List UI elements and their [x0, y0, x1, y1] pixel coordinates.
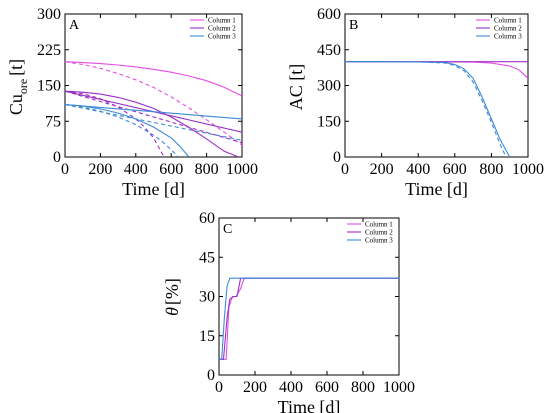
x-tick-label: 200: [370, 161, 394, 178]
series-line-column-2: [219, 277, 399, 360]
y-tick-label: 60: [199, 210, 215, 227]
x-tick-label: 600: [159, 161, 183, 178]
x-axis-title: Time [d]: [278, 397, 341, 413]
legend-label: Column 2: [208, 25, 236, 33]
x-tick-label: 400: [124, 161, 148, 178]
x-tick-label: 600: [315, 379, 339, 396]
y-axis-title: AC [t]: [286, 64, 306, 111]
x-tick-label: 600: [443, 161, 467, 178]
y-tick-label: 75: [45, 113, 61, 130]
panel-c: 0 200 400 600 800 1000 0 15 30 45 60 Time [d] θ[%] C C…: [162, 210, 415, 413]
x-tick-label: 200: [88, 161, 112, 178]
series-line-column-3: [65, 104, 242, 141]
legend-label: Column 3: [494, 33, 522, 41]
y-tick-label: 300: [37, 6, 61, 23]
legend-label: Column 3: [208, 33, 236, 41]
series-line-column-3: [345, 61, 511, 157]
y-tick-label: 150: [37, 78, 61, 95]
panel-letter: B: [349, 18, 358, 33]
panel-letter: A: [69, 18, 80, 33]
y-tick-label: 150: [317, 113, 341, 130]
x-tick-label: 800: [479, 161, 503, 178]
x-tick-label: 1000: [383, 379, 415, 396]
x-tick-label: 800: [351, 379, 375, 396]
x-tick-label: 400: [279, 379, 303, 396]
y-axis-title: θ[%]: [162, 278, 182, 316]
series-line-column-1: [65, 61, 242, 146]
y-tick-label: 600: [317, 6, 341, 23]
y-tick-label: 300: [317, 78, 341, 95]
x-tick-label: 200: [243, 379, 267, 396]
legend-label: Column 1: [208, 17, 236, 25]
panel-letter: C: [223, 222, 232, 237]
x-tick-label: 1000: [512, 161, 544, 178]
series-line-column-1: [219, 277, 399, 360]
series-line-column-2: [65, 90, 165, 157]
y-tick-label: 0: [53, 149, 61, 166]
x-tick-label: 0: [215, 379, 223, 396]
series-line-column-1: [65, 61, 242, 97]
legend-label: Column 3: [365, 237, 393, 245]
x-axis-title: Time [d]: [405, 179, 468, 199]
series-line-column-2: [65, 90, 239, 157]
x-tick-label: 0: [341, 161, 349, 178]
y-tick-label: 15: [199, 328, 215, 345]
series-line-column-3: [219, 277, 399, 360]
legend-label: Column 2: [365, 229, 393, 237]
y-tick-label: 0: [207, 367, 215, 384]
y-tick-label: 450: [317, 42, 341, 59]
x-tick-label: 800: [195, 161, 219, 178]
y-tick-label: 45: [199, 249, 215, 266]
x-tick-label: 400: [406, 161, 430, 178]
legend-label: Column 1: [494, 17, 522, 25]
series-line-column-3: [345, 61, 507, 157]
x-tick-label: 1000: [226, 161, 258, 178]
legend-label: Column 1: [365, 221, 393, 229]
y-tick-label: 30: [199, 289, 215, 306]
y-tick-label: 225: [37, 42, 61, 59]
series-line-column-2: [65, 90, 242, 144]
x-axis-title: Time [d]: [122, 179, 185, 199]
series-line-column-3: [65, 104, 242, 120]
series-line-column-3: [65, 104, 179, 157]
y-axis-title: Cuore[t]: [6, 59, 30, 115]
y-tick-label: 0: [333, 149, 341, 166]
legend-label: Column 2: [494, 25, 522, 33]
x-tick-label: 0: [61, 161, 69, 178]
series-line-column-1: [345, 61, 528, 79]
panel-a: 0 200 400 600 800 1000 0 75 150 225 300 Time [d] Cuo…: [6, 6, 258, 199]
